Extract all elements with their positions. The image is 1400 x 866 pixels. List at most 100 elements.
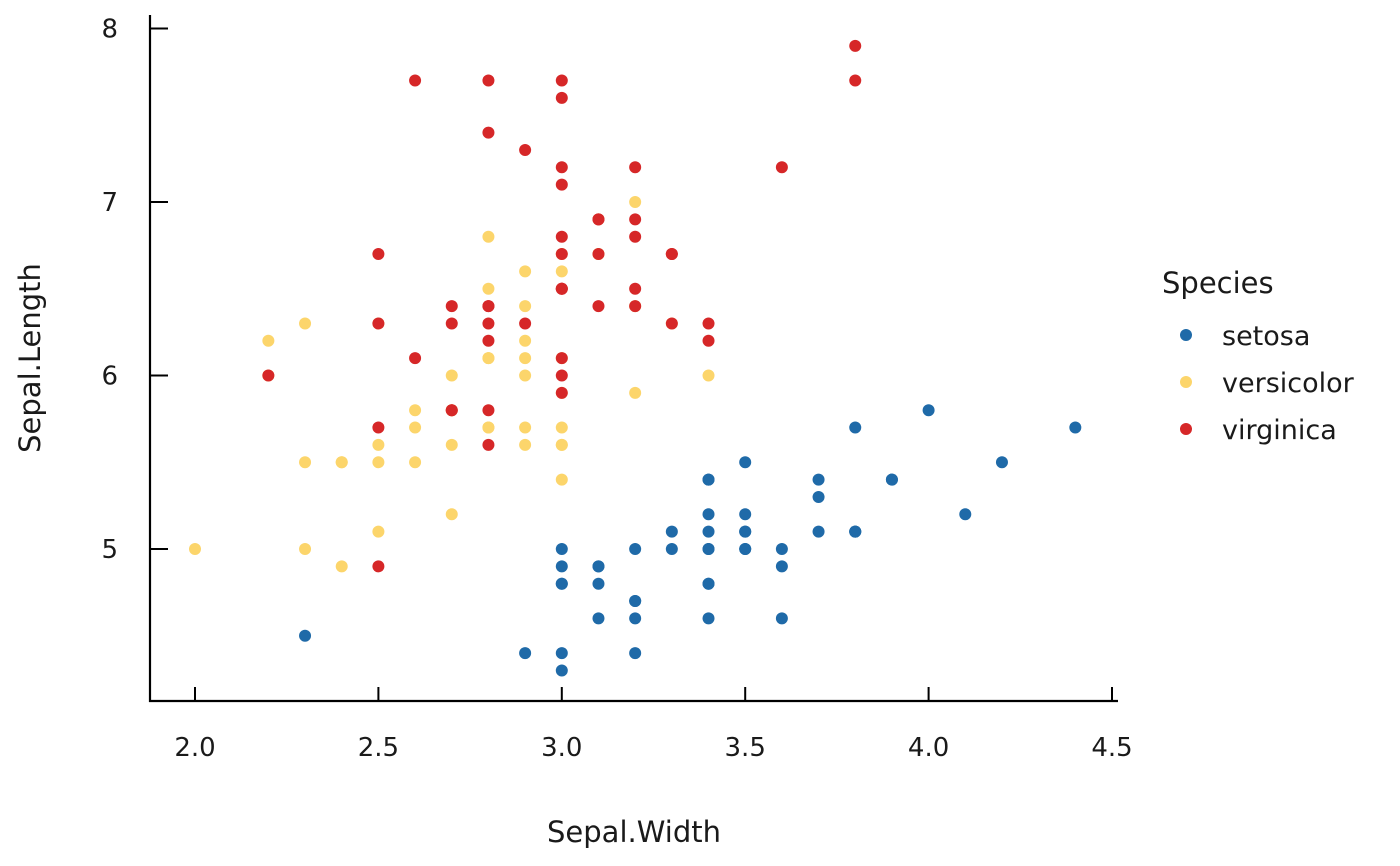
point-virginica — [555, 91, 568, 104]
point-virginica — [409, 74, 422, 87]
y-axis-ticks: 5 6 7 8 — [101, 15, 168, 565]
series-virginica — [262, 39, 862, 573]
series-setosa — [299, 404, 1082, 677]
point-setosa — [775, 543, 788, 555]
point-virginica — [555, 386, 568, 399]
y-tick-label: 7 — [101, 188, 118, 218]
point-versicolor — [335, 560, 348, 573]
legend: Species setosa versicolor virginica — [1162, 266, 1355, 446]
y-tick-label: 6 — [101, 362, 118, 392]
x-tick-label: 4.5 — [1091, 733, 1132, 763]
point-virginica — [482, 404, 495, 417]
x-tick-label: 4.0 — [908, 733, 949, 763]
points-layer — [189, 39, 1082, 677]
point-virginica — [555, 369, 568, 382]
point-versicolor — [555, 421, 568, 434]
point-virginica — [555, 282, 568, 295]
point-versicolor — [445, 369, 458, 382]
point-versicolor — [702, 369, 715, 382]
point-versicolor — [372, 438, 385, 451]
point-virginica — [592, 300, 605, 313]
point-setosa — [812, 490, 825, 503]
legend-title: Species — [1162, 266, 1274, 300]
point-virginica — [555, 161, 568, 174]
point-virginica — [592, 213, 605, 226]
point-setosa — [592, 612, 605, 625]
point-versicolor — [555, 438, 568, 451]
point-versicolor — [299, 543, 312, 555]
point-versicolor — [482, 352, 495, 365]
point-virginica — [555, 352, 568, 365]
point-virginica — [519, 143, 532, 156]
legend-key-versicolor — [1180, 376, 1192, 388]
legend-label-setosa: setosa — [1222, 321, 1310, 352]
point-setosa — [519, 647, 532, 660]
point-versicolor — [519, 265, 532, 278]
point-virginica — [629, 213, 642, 226]
point-versicolor — [409, 456, 422, 469]
point-versicolor — [629, 386, 642, 399]
point-setosa — [555, 543, 568, 555]
point-setosa — [812, 525, 825, 538]
point-virginica — [519, 317, 532, 330]
point-virginica — [555, 178, 568, 191]
point-setosa — [739, 543, 752, 555]
point-setosa — [995, 456, 1008, 469]
point-setosa — [702, 612, 715, 625]
point-versicolor — [519, 369, 532, 382]
y-axis-title: Sepal.Length — [13, 263, 47, 453]
point-setosa — [702, 525, 715, 538]
x-axis-ticks: 2.0 2.5 3.0 3.5 4.0 4.5 — [174, 687, 1133, 763]
point-virginica — [482, 126, 495, 139]
point-setosa — [849, 525, 862, 538]
point-virginica — [629, 282, 642, 295]
point-setosa — [1069, 421, 1082, 434]
point-virginica — [372, 560, 385, 573]
point-virginica — [482, 334, 495, 347]
point-setosa — [885, 473, 898, 486]
point-setosa — [665, 543, 678, 555]
point-virginica — [482, 74, 495, 87]
point-versicolor — [445, 438, 458, 451]
point-versicolor — [189, 543, 201, 555]
point-versicolor — [409, 421, 422, 434]
x-tick-label: 2.0 — [174, 733, 215, 763]
point-versicolor — [262, 334, 275, 347]
point-versicolor — [629, 196, 642, 208]
point-virginica — [849, 74, 862, 87]
point-virginica — [629, 300, 642, 313]
point-virginica — [482, 300, 495, 313]
point-setosa — [812, 473, 825, 486]
legend-label-virginica: virginica — [1222, 415, 1337, 446]
point-versicolor — [482, 230, 495, 243]
point-setosa — [555, 664, 568, 677]
point-virginica — [702, 317, 715, 330]
point-setosa — [775, 560, 788, 573]
point-setosa — [629, 595, 642, 608]
point-setosa — [702, 473, 715, 486]
y-tick-label: 8 — [101, 15, 118, 45]
x-axis-title: Sepal.Width — [547, 815, 721, 849]
point-setosa — [959, 508, 972, 521]
point-virginica — [555, 230, 568, 243]
point-setosa — [299, 629, 312, 642]
point-virginica — [372, 317, 385, 330]
point-versicolor — [519, 334, 532, 347]
y-tick-label: 5 — [101, 535, 118, 565]
point-virginica — [262, 369, 275, 382]
point-virginica — [629, 230, 642, 243]
point-setosa — [702, 508, 715, 521]
point-virginica — [372, 421, 385, 434]
point-versicolor — [445, 508, 458, 521]
x-tick-label: 3.0 — [541, 733, 582, 763]
point-setosa — [702, 577, 715, 590]
point-setosa — [849, 421, 862, 434]
point-virginica — [555, 74, 568, 87]
point-versicolor — [555, 473, 568, 486]
point-setosa — [629, 612, 642, 625]
point-virginica — [702, 334, 715, 347]
point-virginica — [555, 248, 568, 261]
point-versicolor — [519, 300, 532, 313]
point-setosa — [592, 577, 605, 590]
